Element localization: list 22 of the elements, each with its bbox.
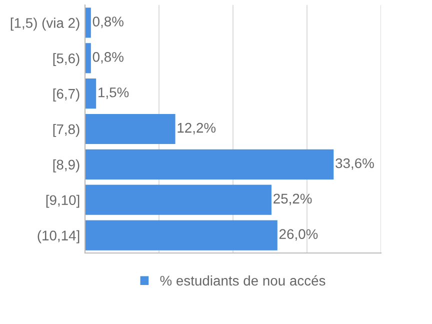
bar: [85, 149, 334, 180]
bar: [85, 43, 91, 74]
bar: [85, 220, 278, 250]
y-tick-label: [6,7): [53, 88, 80, 102]
data-label: 12,2%: [178, 122, 216, 134]
y-tick-label: [9,10]: [46, 194, 80, 208]
y-tick-label: [5,6): [53, 53, 80, 66]
bar: [85, 78, 96, 109]
y-tick-label: [1,5) (via 2): [10, 18, 80, 31]
data-label: 0,8%: [92, 52, 124, 64]
data-label: 26,0%: [279, 229, 318, 241]
data-label: 1,5%: [98, 88, 129, 99]
bar: [85, 184, 272, 215]
bar: [85, 114, 176, 144]
data-label: 33,6%: [336, 158, 374, 170]
y-tick-label: [7,8): [53, 124, 80, 137]
data-label: 0,8%: [92, 16, 124, 28]
y-tick-label: (10,14]: [38, 230, 80, 244]
legend-label: % estudiants de nou accés: [160, 275, 326, 286]
y-tick-label: [8,9): [53, 159, 80, 172]
bar: [85, 8, 91, 38]
data-label: 25,2%: [274, 194, 312, 206]
